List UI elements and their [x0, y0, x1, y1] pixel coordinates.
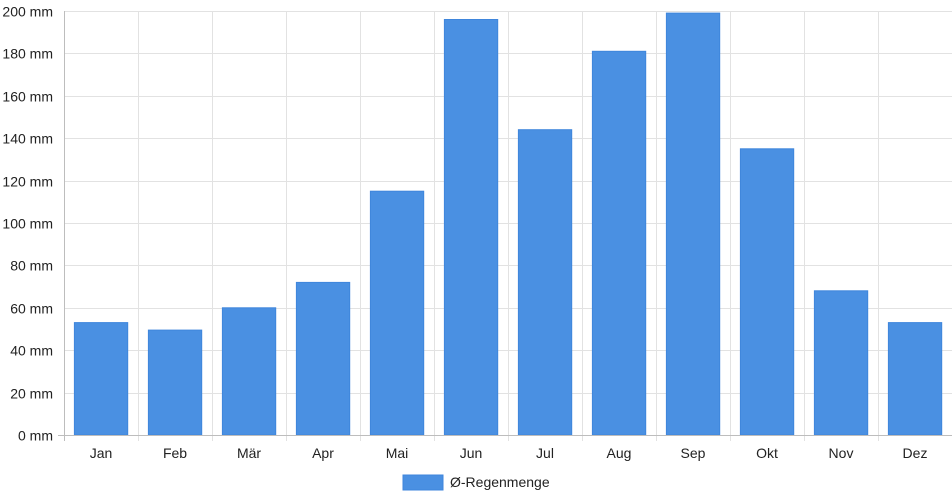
axes: [58, 11, 952, 441]
x-tick-label: Dez: [903, 445, 928, 461]
y-tick-label: 160 mm: [2, 89, 53, 105]
bar-mai[interactable]: [369, 190, 425, 436]
x-tick-label: Feb: [163, 445, 187, 461]
y-tick-label: 100 mm: [2, 216, 53, 232]
x-tick-label: Jun: [460, 445, 483, 461]
y-tick-label: 40 mm: [10, 343, 53, 359]
y-tick-label: 140 mm: [2, 131, 53, 147]
bar-feb[interactable]: [147, 329, 203, 436]
y-tick-labels: 0 mm 20 mm 40 mm 60 mm 80 mm 100 mm 120 mm 140 …: [2, 4, 53, 444]
y-tick-label: 80 mm: [10, 258, 53, 274]
bar-jun[interactable]: [443, 19, 499, 436]
bar-okt[interactable]: [739, 148, 795, 436]
bar-mär[interactable]: [221, 307, 277, 436]
bar-nov[interactable]: [813, 290, 869, 436]
x-tick-label: Aug: [607, 445, 632, 461]
x-tick-label: Nov: [829, 445, 854, 461]
x-tick-label: Jul: [536, 445, 554, 461]
legend-label[interactable]: Ø-Regenmenge: [450, 474, 550, 490]
bar-jan[interactable]: [73, 322, 129, 436]
y-tick-label: 20 mm: [10, 386, 53, 402]
y-tick-label: 60 mm: [10, 301, 53, 317]
y-tick-label: 180 mm: [2, 46, 53, 62]
y-tick-label: 120 mm: [2, 174, 53, 190]
legend[interactable]: Ø-Regenmenge: [402, 474, 550, 491]
x-tick-label: Jan: [90, 445, 113, 461]
x-tick-label: Apr: [312, 445, 334, 461]
x-tick-label: Mär: [237, 445, 261, 461]
x-tick-label: Sep: [681, 445, 706, 461]
bar-aug[interactable]: [591, 50, 647, 436]
y-tick-label: 200 mm: [2, 4, 53, 20]
bar-jul[interactable]: [517, 129, 573, 436]
y-tick-label: 0 mm: [18, 428, 53, 444]
bar-dez[interactable]: [887, 322, 943, 436]
x-tick-label: Okt: [756, 445, 778, 461]
legend-swatch[interactable]: [402, 474, 444, 491]
bar-apr[interactable]: [295, 281, 351, 436]
x-tick-labels: Jan Feb Mär Apr Mai Jun Jul Aug Sep Okt Nov Dez: [90, 445, 928, 461]
x-tick-label: Mai: [386, 445, 409, 461]
bar-sep[interactable]: [665, 12, 721, 436]
bars: [73, 12, 943, 436]
